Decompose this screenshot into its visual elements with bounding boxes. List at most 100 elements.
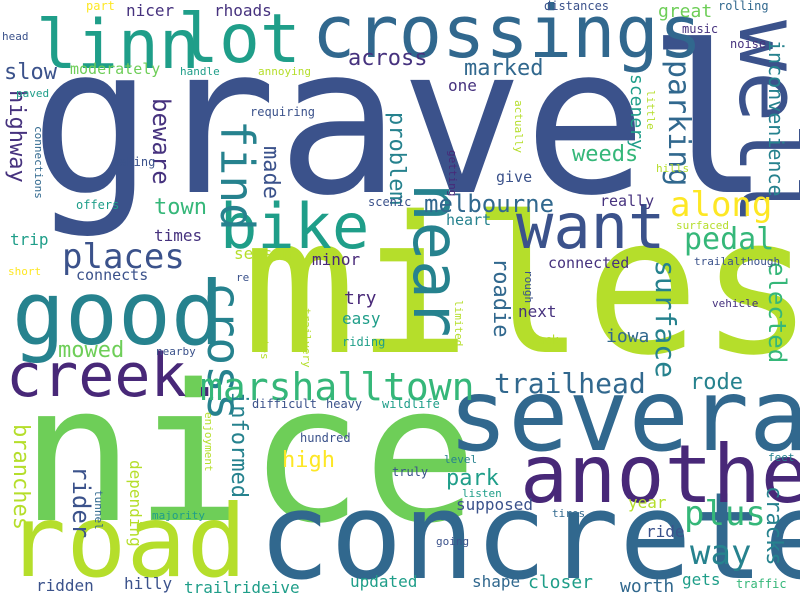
word-one: one (448, 76, 477, 95)
word-requiring: requiring (250, 105, 316, 119)
word-crossings: crossings (312, 0, 703, 74)
word-feet: feet (768, 451, 795, 464)
word-rolling: rolling (718, 0, 769, 13)
word-weeds: weeds (572, 142, 639, 167)
word-enjoyment: enjoyment (202, 412, 215, 472)
word-road: road (6, 483, 247, 600)
word-tunnel: tunnel (92, 490, 105, 530)
word-re: re (236, 271, 250, 284)
word-little: little (644, 90, 657, 130)
word-offers: offers (76, 198, 120, 212)
word-rough: rough (522, 270, 535, 304)
word-nicer: nicer (126, 1, 175, 20)
word-plus: plus (684, 494, 766, 534)
word-roadie: roadie (488, 258, 513, 338)
word-head: head (2, 30, 29, 43)
word-ridden: ridden (36, 576, 94, 595)
word-marked: marked (464, 56, 544, 81)
word-nearby: nearby (156, 345, 196, 358)
word-cracks: cracks (761, 486, 786, 566)
word-along: along (670, 185, 773, 225)
word-give: give (496, 168, 533, 186)
word-mowed: mowed (58, 338, 125, 363)
word-updated: updated (350, 572, 418, 591)
word-across: across (348, 46, 428, 71)
word-pedal: pedal (684, 222, 775, 257)
word-tires: tires (552, 507, 586, 520)
word-closer: closer (528, 572, 594, 593)
word-iowa: iowa (606, 326, 650, 347)
word-paved: paved (16, 87, 50, 100)
word-wildlife: wildlife (382, 397, 440, 411)
word-another: another (520, 428, 800, 521)
word-music: music (682, 22, 719, 36)
word-minor: minor (312, 250, 361, 269)
word-rider: rider (67, 466, 95, 539)
word-linn: linn (36, 6, 200, 85)
word-connected: connected (548, 254, 630, 272)
word-hundred: hundred (300, 431, 351, 445)
word-riding: riding (342, 335, 386, 349)
word-going: going (436, 535, 470, 548)
word-getting: getting (446, 150, 459, 197)
word-level: level (444, 453, 478, 466)
word-short: short (8, 265, 42, 278)
word-times: times (154, 226, 203, 245)
word-branches: branches (8, 424, 33, 530)
word-trailvery: trailvery (300, 308, 313, 368)
word-connects: connects (76, 266, 149, 284)
word-scenic: scenic (368, 195, 412, 209)
word-problem: problem (384, 112, 409, 205)
word-high: high (282, 448, 335, 473)
word-majority: majority (152, 509, 205, 522)
word-truly: truly (392, 465, 429, 479)
word-heart: heart (446, 211, 492, 229)
word-hilly: hilly (124, 574, 173, 593)
word-hills: hills (656, 162, 690, 175)
word-made: made (258, 146, 283, 199)
word-next: next (518, 302, 557, 321)
word-try: try (344, 288, 377, 309)
word-rode: rode (690, 370, 743, 395)
word-trailrideive: trailrideive (184, 578, 300, 597)
word-listen: listen (462, 487, 502, 500)
word-elected: elected (763, 262, 791, 364)
word-connections: connections (32, 126, 45, 199)
word-great: great (658, 1, 713, 22)
word-rhoads: rhoads (214, 1, 272, 20)
word-handle: handle (180, 65, 220, 78)
word-marshalltown: marshalltown (200, 365, 475, 409)
word-actually: actually (512, 100, 525, 153)
word-making: making (112, 155, 156, 169)
word-noise: noise (730, 37, 767, 51)
word-ride: ride (646, 522, 685, 541)
word-good: good (12, 262, 224, 365)
word-trip: trip (10, 230, 49, 249)
word-depending: depending (126, 460, 145, 547)
word-nice: nice (20, 344, 478, 565)
word-slow: slow (4, 60, 57, 85)
word-beware: beware (147, 98, 175, 185)
word-heavy: heavy (326, 397, 363, 411)
word-find: find (210, 120, 264, 231)
word-limited: limited (452, 300, 465, 347)
word-shape: shape (472, 572, 521, 591)
word-want: want (516, 190, 666, 263)
word-trailhead: trailhead (494, 367, 646, 400)
word-rack: rack (530, 333, 559, 347)
word-distances: distances (544, 0, 610, 13)
word-part: part (86, 0, 115, 13)
word-really: really (600, 192, 655, 210)
word-scenery: scenery (626, 74, 647, 150)
word-creek: creek. (6, 341, 223, 411)
word-gets: gets (682, 570, 721, 589)
word-gravel: gravel (30, 3, 771, 241)
word-miles: miles (242, 176, 800, 397)
word-difficult: difficult (252, 397, 318, 411)
word-season: season (234, 244, 292, 263)
word-highway: highway (4, 90, 29, 183)
word-several: several (448, 357, 800, 474)
word-inconvenience: inconvenience (764, 40, 788, 197)
word-town: town (154, 195, 207, 220)
word-melbourne: melbourne (424, 190, 555, 218)
